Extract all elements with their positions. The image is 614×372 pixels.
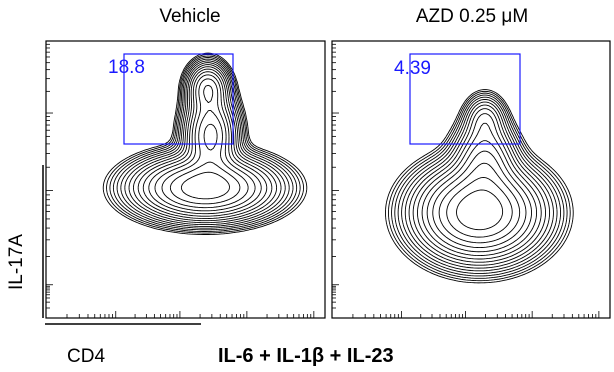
- contour-panel-vehicle: 18.8: [45, 40, 326, 319]
- contour-line: [412, 108, 547, 263]
- contour-line: [432, 150, 527, 248]
- contour-line: [456, 189, 504, 231]
- contour-line: [417, 113, 542, 260]
- gate-box: [123, 53, 234, 145]
- panel-title-azd: AZD 0.25 μM: [416, 6, 528, 27]
- contour-line: [109, 55, 301, 232]
- contour-lines: [102, 52, 308, 235]
- gate-box: [409, 53, 521, 145]
- contour-line: [391, 92, 568, 279]
- contour-line: [137, 68, 273, 219]
- condition-beta: β: [312, 345, 324, 367]
- contour-line: [124, 62, 286, 226]
- contour-lines: [385, 89, 574, 284]
- contour-line: [161, 84, 249, 209]
- condition-label: IL-6 + IL-1β + IL-23: [218, 345, 394, 367]
- contour-line: [408, 104, 551, 266]
- contour-line: [154, 78, 256, 212]
- contour-line: [421, 122, 538, 256]
- contour-line: [404, 101, 554, 269]
- contour-line: [128, 64, 282, 224]
- contour-line: [112, 57, 298, 231]
- contour-line: [180, 171, 231, 200]
- axis-ticks: [331, 43, 600, 319]
- contour-line: [142, 71, 268, 217]
- contour-line: [401, 99, 558, 272]
- contour-line: [132, 66, 278, 222]
- contour-line: [397, 96, 562, 274]
- contour-line: [426, 140, 532, 253]
- contour-panel-azd: 4.39: [331, 40, 611, 319]
- x-axis-label: CD4: [67, 346, 105, 367]
- contour-line: [169, 123, 241, 205]
- axis-ticks: [45, 43, 315, 319]
- contour-line: [446, 176, 513, 238]
- contour-line: [394, 94, 565, 277]
- contour-line: [116, 58, 294, 229]
- condition-prefix: IL-6 + IL-1: [218, 345, 312, 367]
- plot-frame: [331, 40, 611, 319]
- contour-line: [120, 60, 290, 227]
- panel-title-vehicle: Vehicle: [159, 6, 220, 27]
- contour-line: [438, 162, 521, 244]
- contour-line: [148, 74, 262, 215]
- contour-line: [106, 54, 304, 234]
- contour-line: [388, 90, 571, 282]
- y-axis-label: IL-17A: [6, 234, 27, 290]
- gate-percent-label: 18.8: [108, 57, 145, 78]
- gate-percent-label: 4.39: [394, 58, 431, 79]
- condition-suffix: + IL-23: [324, 345, 393, 367]
- contour-line: [385, 89, 574, 284]
- contour-line: [102, 52, 308, 235]
